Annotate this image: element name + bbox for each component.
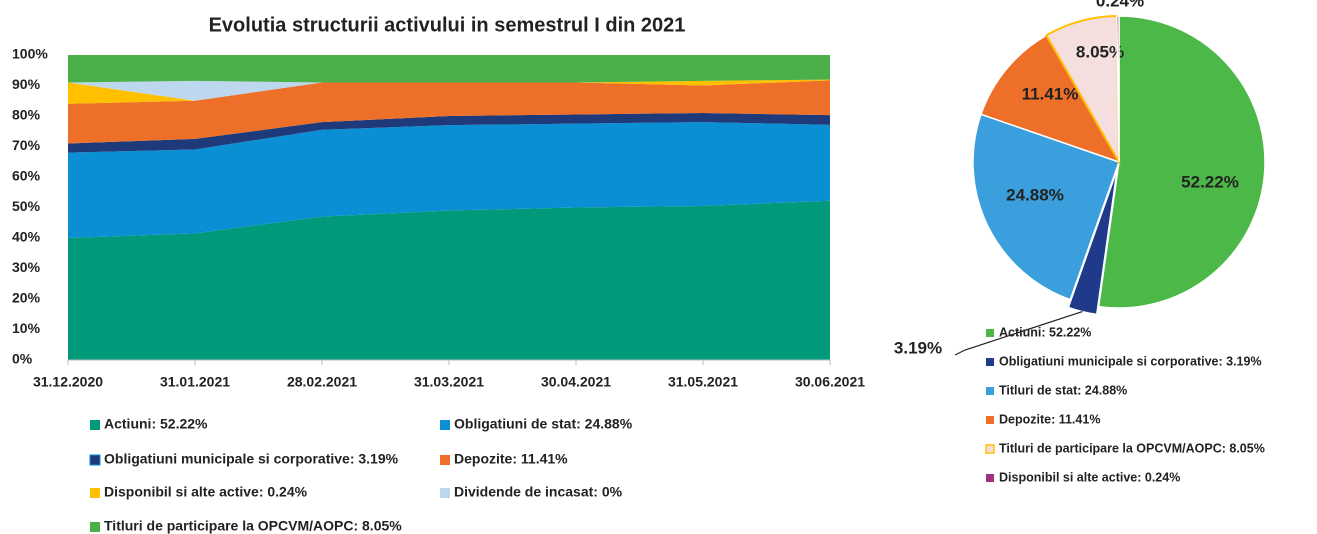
legend-swatch (90, 488, 100, 498)
data-label: 3.19% (894, 338, 942, 357)
y-tick-label: 70% (12, 137, 41, 153)
legend-label: Depozite: 11.41% (454, 451, 568, 467)
y-tick-label: 0% (12, 351, 33, 367)
pie-slice (1097, 15, 1266, 309)
area (68, 79, 830, 104)
data-label: 11.41% (1022, 84, 1079, 103)
legend-label: Depozite: 11.41% (999, 412, 1100, 426)
legend-label: Obligatiuni municipale si corporative: 3… (104, 451, 399, 467)
pie-slice (1116, 15, 1120, 163)
data-label: 0.24% (1096, 0, 1144, 10)
pie-slice (980, 34, 1121, 164)
x-tick-label: 31.03.2021 (414, 374, 484, 390)
x-tick-label: 28.02.2021 (287, 374, 357, 390)
legend-swatch (90, 420, 100, 430)
y-tick-label: 100% (12, 46, 48, 62)
y-tick-label: 10% (12, 320, 41, 336)
legend-label: Disponibil si alte active: 0.24% (104, 484, 308, 500)
legend-label: Obligatiuni de stat: 24.88% (454, 416, 633, 432)
x-tick-label: 30.06.2021 (795, 374, 865, 390)
legend-swatch (90, 522, 100, 532)
data-label: 8.05% (1076, 42, 1124, 61)
legend-swatch (985, 444, 995, 454)
legend-swatch (986, 329, 994, 337)
legend-label: Dividende de incasat: 0% (454, 484, 623, 500)
legend-swatch (986, 358, 994, 366)
y-tick-label: 90% (12, 76, 41, 92)
legend-swatch (89, 454, 101, 466)
x-tick-label: 31.05.2021 (668, 374, 738, 390)
legend-swatch (440, 420, 450, 430)
area (68, 79, 830, 101)
area (68, 200, 830, 360)
x-tick-label: 30.04.2021 (541, 374, 611, 390)
legend-label: Titluri de participare la OPCVM/AOPC: 8.… (999, 441, 1265, 455)
y-tick-label: 40% (12, 229, 41, 245)
chart-title: Evolutia structurii activului in semestr… (209, 14, 686, 36)
area (68, 55, 830, 83)
x-tick-label: 31.12.2020 (33, 374, 103, 390)
data-label: 52.22% (1181, 172, 1239, 191)
legend-label: Titluri de participare la OPCVM/AOPC: 8.… (104, 518, 402, 534)
legend-label: Obligatiuni municipale si corporative: 3… (999, 354, 1262, 368)
legend-label: Actiuni: 52.22% (999, 325, 1091, 339)
pie-slice (972, 113, 1120, 301)
legend-label: Titluri de stat: 24.88% (999, 383, 1127, 397)
area (68, 122, 830, 238)
leader-line (954, 311, 1083, 356)
legend-swatch (986, 387, 994, 395)
y-tick-label: 20% (12, 290, 41, 306)
legend-label: Disponibil si alte active: 0.24% (999, 470, 1180, 484)
legend-label: Actiuni: 52.22% (104, 416, 208, 432)
area (68, 112, 830, 153)
legend-swatch (986, 474, 994, 482)
y-tick-label: 50% (12, 198, 41, 214)
legend-swatch (986, 416, 994, 424)
y-tick-label: 30% (12, 259, 41, 275)
x-tick-label: 31.01.2021 (160, 374, 230, 390)
y-tick-label: 80% (12, 107, 41, 123)
legend-swatch (440, 455, 450, 465)
area (68, 80, 830, 144)
legend-swatch (440, 488, 450, 498)
y-tick-label: 60% (12, 168, 41, 184)
data-label: 24.88% (1006, 185, 1064, 204)
